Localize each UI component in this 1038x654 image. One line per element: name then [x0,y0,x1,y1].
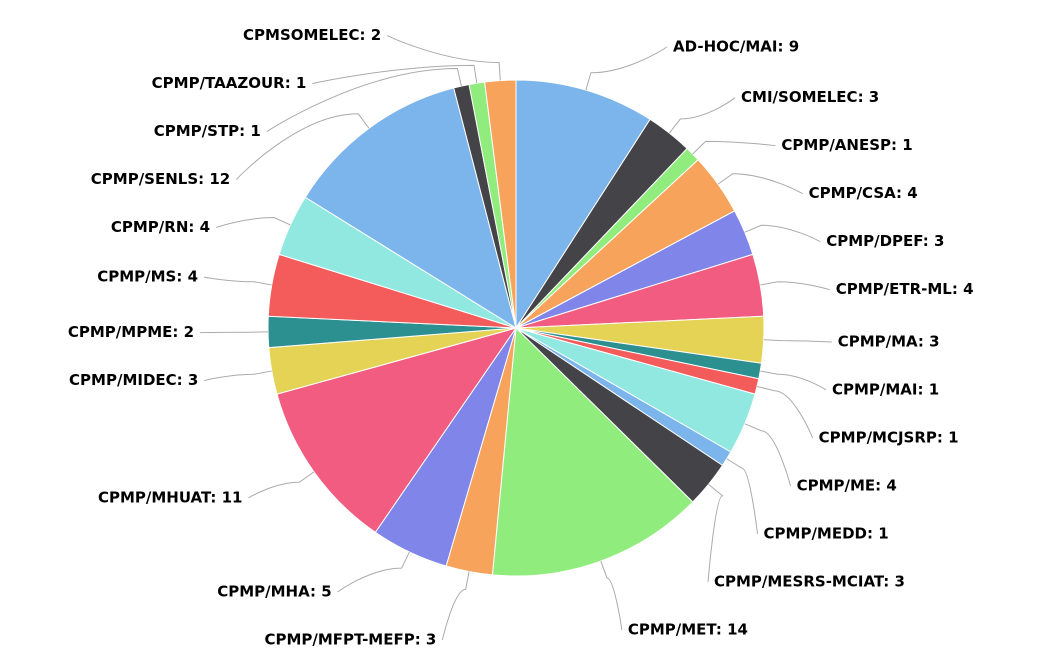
data-label: CPMP/TAAZOUR: 1 [152,74,307,92]
connector [266,68,462,133]
connector [215,216,291,229]
data-label: CPMP/ETR-ML: 4 [836,280,974,298]
connector [744,224,821,243]
data-label: CPMP/STP: 1 [154,122,261,140]
data-label: CPMP/ME: 4 [797,476,897,494]
data-label: CPMP/RN: 4 [111,218,210,236]
connector [235,113,370,180]
data-label: CPMP/SENLS: 12 [91,170,230,188]
data-label: CPMSOMELEC: 2 [243,26,381,44]
data-label: CPMP/MET: 14 [628,620,748,638]
connector [200,331,269,334]
connector [386,35,501,81]
data-label: CPMP/MESRS-MCIAT: 3 [714,572,905,590]
connector [726,458,759,535]
connector [760,370,827,391]
data-label: CPMP/MPME: 2 [68,323,194,341]
data-label: CMI/SOMELEC: 3 [741,88,879,106]
connector [744,423,792,487]
data-label: CPMP/MS: 4 [97,268,198,286]
connector [763,339,832,343]
slice [491,326,694,577]
connector [203,276,272,286]
connector [204,370,272,382]
data-label: CPMP/MEDD: 1 [764,524,889,542]
connector [337,551,410,593]
data-label: CPMP/MA: 3 [838,332,940,350]
data-label: CPMP/ANESP: 1 [781,136,912,154]
data-label: CPMP/MHA: 5 [217,583,331,601]
connector [585,46,668,91]
data-label: CPMP/MHUAT: 11 [98,488,243,506]
connector [707,483,724,582]
pie [267,79,765,577]
data-label: CPMP/MCJSRP: 1 [819,428,959,446]
data-label: AD-HOC/MAI: 9 [673,37,799,55]
data-label: CPMP/MAI: 1 [832,380,939,398]
connector [441,571,470,641]
connector [312,64,478,85]
slice [515,79,651,330]
connector [248,471,315,499]
connector [717,173,803,195]
connector [692,140,776,155]
data-label: CPMP/DPEF: 3 [826,232,944,250]
data-label: CPMP/MIDEC: 3 [69,371,198,389]
labels: AD-HOC/MAI: 9 CMI/SOMELEC: 3 CPMP/ANESP: 1… [68,26,974,648]
connector [668,97,736,134]
data-label: CPMP/MFPT-MEFP: 3 [264,631,436,649]
connector [756,385,814,439]
connector [600,560,623,631]
data-label: CPMP/CSA: 4 [809,184,918,202]
slice [304,87,517,330]
connector [760,281,830,291]
connectors [200,35,832,641]
